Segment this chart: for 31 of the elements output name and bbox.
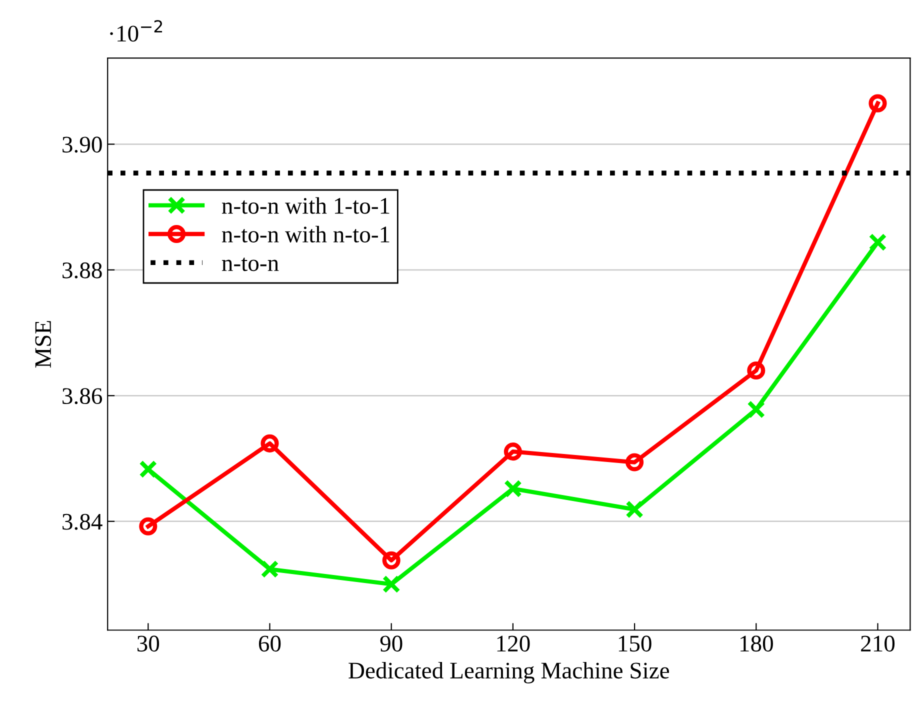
x-tick-label: 150 (618, 636, 652, 652)
text: ·10$^{−2}$ (110, 20, 162, 42)
point (139, 517, 158, 536)
point (260, 434, 279, 452)
x-tick-label: 210 (861, 636, 895, 652)
x-axis-title: Dedicated Learning Machine Size (348, 662, 670, 684)
point (868, 233, 887, 252)
x-tick-label: 30 (137, 636, 160, 652)
y-axis-title: MSE (35, 320, 52, 368)
point (260, 560, 279, 578)
point (139, 460, 158, 478)
y-tick-label: 3.84 (62, 514, 102, 530)
point (747, 361, 766, 380)
y-tick-label: 3.86 (62, 388, 102, 404)
y-tick-label: 3.88 (62, 262, 102, 278)
point (382, 575, 400, 594)
point (626, 453, 644, 472)
legend-label: n-to-n (222, 258, 279, 272)
x-tick-label: 90 (380, 636, 402, 652)
legend-label: n-to-n with n-to-1 (222, 226, 390, 242)
point (504, 480, 522, 498)
point (504, 442, 522, 461)
legend-label: n-to-n with 1-to-1 (222, 197, 390, 214)
point (626, 500, 644, 518)
x-tick-label: 120 (497, 636, 530, 652)
x-tick-label: 180 (740, 636, 773, 652)
y-tick-label: 3.90 (62, 136, 102, 153)
point (747, 400, 766, 418)
x-tick-label: 60 (258, 636, 281, 652)
point (868, 94, 887, 112)
point (382, 551, 400, 570)
